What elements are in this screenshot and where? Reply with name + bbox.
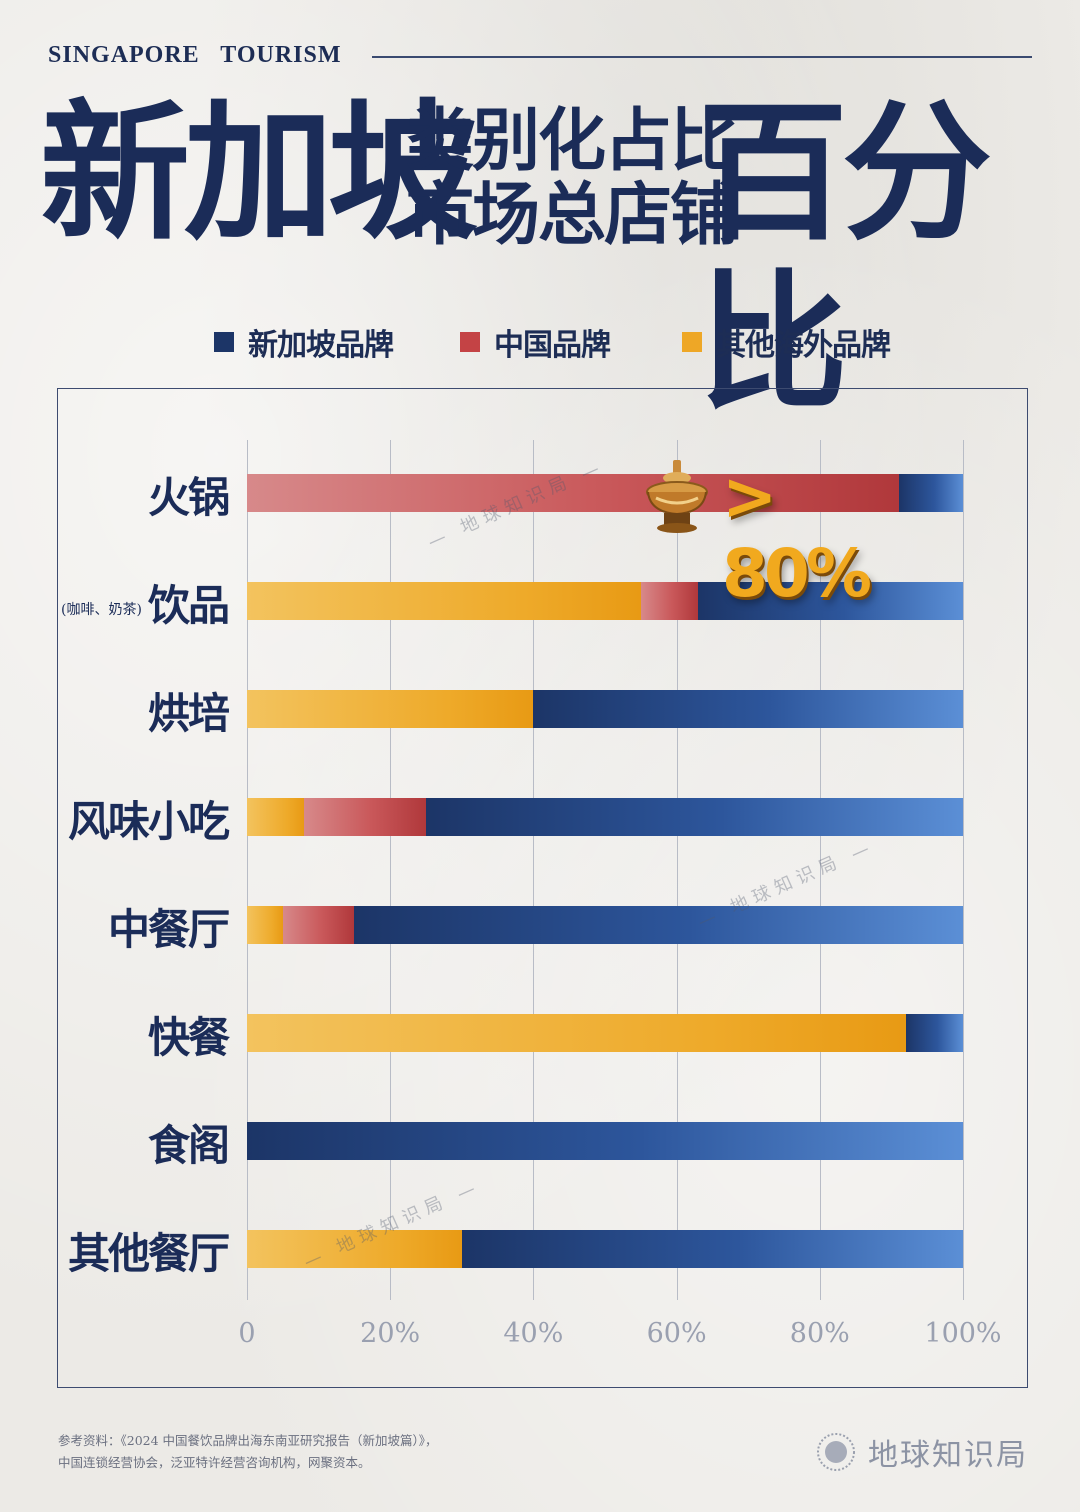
bar-segment bbox=[354, 906, 963, 944]
gridline bbox=[247, 440, 248, 1300]
category-label: 食阁 bbox=[147, 1112, 230, 1173]
hotpot-callout: > 80% bbox=[642, 452, 872, 612]
bar-row bbox=[247, 690, 963, 728]
legend-label-other-overseas: 其他海外品牌 bbox=[716, 328, 891, 363]
bar-segment bbox=[905, 1014, 963, 1052]
title-right: 百分比 bbox=[698, 85, 992, 431]
bar-row bbox=[247, 798, 963, 836]
bar-segment bbox=[247, 1230, 462, 1268]
bar-segment bbox=[898, 474, 963, 512]
legend-swatch-china bbox=[460, 332, 480, 352]
category-label: 中餐厅 bbox=[107, 896, 230, 957]
gridline bbox=[963, 440, 964, 1300]
plot-area bbox=[247, 440, 964, 1300]
category-label: 快餐 bbox=[147, 1004, 230, 1065]
gridline bbox=[819, 440, 821, 1300]
category-label: 风味小吃 bbox=[67, 788, 230, 849]
bar-row bbox=[247, 1230, 963, 1268]
title-middle-line-1: 类别化占比 bbox=[406, 101, 738, 181]
bar-segment bbox=[640, 582, 699, 620]
category-label-text: 火锅 bbox=[147, 473, 230, 522]
eyebrow-text: SINGAPORE TOURISM bbox=[48, 42, 342, 68]
category-label-text: 快餐 bbox=[147, 1013, 230, 1062]
bar-row bbox=[247, 474, 963, 512]
category-label-text: 食阁 bbox=[147, 1121, 230, 1170]
category-label-text: 中餐厅 bbox=[107, 905, 230, 954]
legend-swatch-singapore bbox=[214, 332, 234, 352]
category-label: (咖啡、奶茶) 饮品 bbox=[61, 572, 230, 633]
x-tick-label: 0 bbox=[238, 1318, 256, 1349]
bar-row bbox=[247, 1014, 963, 1052]
source-note: 参考资料：《2024 中国餐饮品牌出海东南亚研究报告（新加坡篇）》， 中国连锁经… bbox=[58, 1430, 438, 1474]
category-label-text: 风味小吃 bbox=[67, 797, 230, 846]
gridline bbox=[390, 440, 392, 1300]
title-left: 新加坡 bbox=[40, 85, 478, 261]
bar-segment bbox=[426, 798, 963, 836]
bar-segment bbox=[461, 1230, 963, 1268]
category-label: 烘培 bbox=[147, 680, 230, 741]
chart-legend: 新加坡品牌 中国品牌 其他海外品牌 bbox=[0, 320, 1080, 364]
title-middle-line-2: 市场总店铺 bbox=[406, 175, 738, 255]
legend-swatch-other-overseas bbox=[682, 332, 702, 352]
brand-name: 地球知识局 bbox=[868, 1438, 1028, 1473]
hotpot-icon bbox=[646, 460, 708, 533]
bar-segment bbox=[247, 690, 534, 728]
category-label: 火锅 bbox=[147, 464, 230, 525]
category-label-text: 烘培 bbox=[147, 689, 230, 738]
bar-row bbox=[247, 582, 963, 620]
legend-item-china: 中国品牌 bbox=[460, 320, 611, 364]
x-tick-label: 100% bbox=[924, 1318, 1002, 1349]
bar-segment bbox=[533, 690, 963, 728]
brand-mark: 地球知识局 bbox=[816, 1430, 1028, 1474]
bar-row bbox=[247, 906, 963, 944]
bar-segment bbox=[247, 906, 283, 944]
legend-item-singapore: 新加坡品牌 bbox=[214, 320, 394, 364]
bar-segment bbox=[698, 582, 963, 620]
bar-segment bbox=[304, 798, 426, 836]
x-tick-label: 80% bbox=[789, 1318, 850, 1349]
bar-segment bbox=[247, 798, 305, 836]
source-line-1: 参考资料：《2024 中国餐饮品牌出海东南亚研究报告（新加坡篇）》， bbox=[58, 1433, 438, 1448]
globe-logo-icon bbox=[817, 1433, 855, 1471]
category-label-text: 饮品 bbox=[147, 581, 230, 630]
x-tick-label: 20% bbox=[360, 1318, 421, 1349]
chart-frame bbox=[57, 388, 1028, 1388]
category-label-text: 其他餐厅 bbox=[67, 1229, 230, 1278]
legend-label-china: 中国品牌 bbox=[494, 328, 611, 363]
header-rule bbox=[372, 56, 1032, 58]
source-line-2: 中国连锁经营协会，泛亚特许经营咨询机构，网聚资本。 bbox=[58, 1455, 371, 1470]
category-label: 其他餐厅 bbox=[67, 1220, 230, 1281]
bar-segment bbox=[247, 1014, 906, 1052]
x-tick-label: 40% bbox=[503, 1318, 564, 1349]
bar-segment bbox=[247, 474, 899, 512]
legend-item-other-overseas: 其他海外品牌 bbox=[682, 320, 891, 364]
bar-segment bbox=[282, 906, 355, 944]
bar-row bbox=[247, 1122, 963, 1160]
bar-segment bbox=[247, 582, 641, 620]
category-sublabel: (咖啡、奶茶) bbox=[61, 602, 142, 618]
bar-segment bbox=[247, 1122, 963, 1160]
callout-text: > 80% bbox=[722, 458, 872, 612]
x-tick-label: 60% bbox=[646, 1318, 707, 1349]
legend-label-singapore: 新加坡品牌 bbox=[248, 328, 394, 363]
gridline bbox=[676, 440, 678, 1300]
gridline bbox=[533, 440, 535, 1300]
